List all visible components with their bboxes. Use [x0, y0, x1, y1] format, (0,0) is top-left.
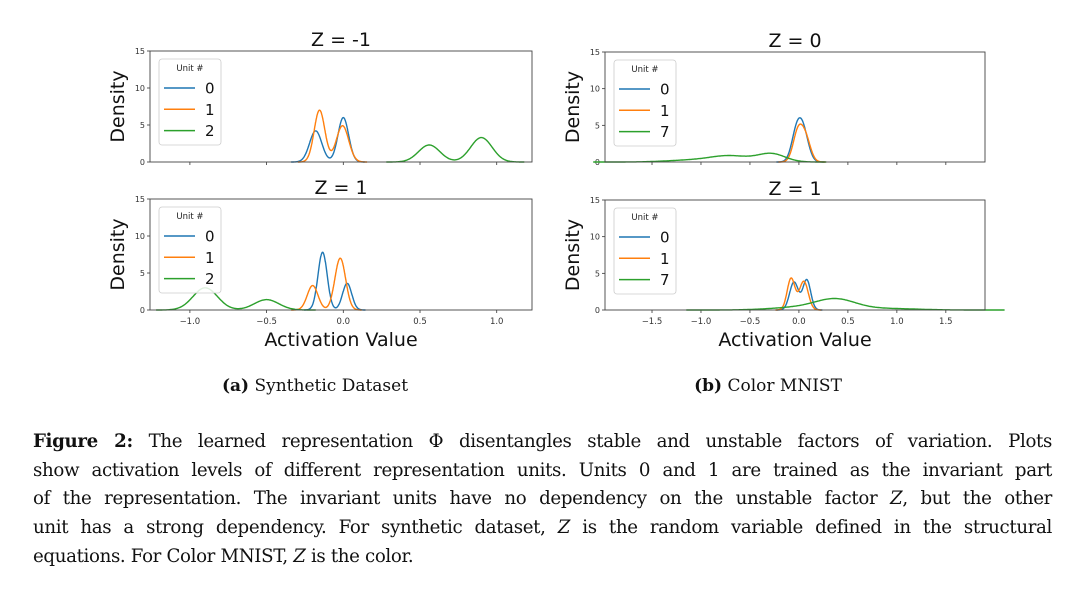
subcaption-b: (b) Color MNIST [694, 376, 842, 396]
density-curve-unit-0 [304, 251, 366, 311]
subcaption-a: (a) Synthetic Dataset [222, 376, 408, 396]
legend-label: 7 [660, 123, 670, 141]
density-curve-unit-1 [778, 123, 826, 163]
y-tick-label: 5 [140, 269, 145, 278]
figure-caption: Figure 2: The learned representation Φ d… [33, 428, 1052, 572]
x-tick-label: 1.5 [939, 317, 953, 327]
caption-math-z: Z [890, 488, 903, 510]
y-tick-label: 15 [590, 48, 600, 57]
subcaption-b-label: (b) [694, 376, 723, 396]
legend-title: Unit # [631, 65, 658, 75]
caption-text: is the random variable defined in the st… [570, 517, 1052, 539]
density-curve-unit-1 [775, 277, 822, 311]
y-tick-label: 15 [135, 195, 145, 204]
y-tick-label: 5 [140, 121, 145, 130]
panel-title: Z = 1 [314, 177, 367, 199]
y-tick-label: 5 [595, 121, 600, 130]
caption-line: show activation levels of different repr… [33, 457, 1052, 486]
density-curve-unit-7 [686, 297, 1005, 311]
legend-label: 2 [205, 122, 215, 140]
legend-label: 7 [660, 271, 670, 289]
y-axis-label: Density [562, 219, 584, 291]
x-tick-label: −0.5 [256, 317, 277, 327]
x-axis-label: Activation Value [264, 329, 417, 351]
caption-text: , but the other [902, 488, 1052, 510]
caption-text: unit has a strong dependency. For synthe… [33, 517, 558, 539]
y-tick-label: 0 [595, 306, 600, 315]
legend-label: 1 [205, 249, 215, 267]
axes-frame [149, 50, 533, 163]
caption-line: unit has a strong dependency. For synthe… [33, 514, 1052, 543]
legend-label: 0 [660, 81, 670, 99]
legend-box [158, 58, 222, 146]
x-tick-label: 0.5 [841, 317, 855, 327]
caption-line: Figure 2: The learned representation Φ d… [33, 428, 1052, 457]
x-tick-label: −1.0 [180, 317, 201, 327]
density-curve-unit-7 [593, 152, 827, 163]
x-axis-label: Activation Value [718, 329, 871, 351]
caption-line: equations. For Color MNIST, Z is the col… [33, 543, 1052, 572]
y-tick-label: 10 [135, 232, 145, 241]
density-curve-unit-2 [386, 136, 525, 163]
panel-title: Z = -1 [311, 29, 371, 51]
caption-math-z: Z [293, 545, 306, 567]
y-tick-label: 5 [595, 269, 600, 278]
y-tick-label: 10 [590, 85, 600, 94]
subcaption-a-label: (a) [221, 376, 250, 396]
legend-label: 2 [205, 270, 215, 288]
y-axis-label: Density [562, 71, 584, 143]
legend-title: Unit # [631, 213, 658, 223]
caption-label: Figure 2: [33, 431, 133, 452]
panel-title: Z = 0 [768, 30, 821, 52]
density-curve-unit-1 [291, 257, 362, 311]
x-tick-label: −1.5 [642, 317, 663, 327]
x-tick-label: −0.5 [740, 317, 761, 327]
legend-label: 1 [660, 250, 670, 268]
y-tick-label: 15 [135, 47, 145, 56]
caption-text: show activation levels of different repr… [33, 459, 1052, 481]
legend-label: 0 [205, 228, 215, 246]
x-tick-label: 0.5 [413, 317, 427, 327]
x-tick-label: 1.0 [490, 317, 504, 327]
legend-title: Unit # [176, 64, 203, 74]
axes-frame [604, 199, 986, 311]
legend-label: 1 [660, 102, 670, 120]
y-tick-label: 15 [590, 196, 600, 205]
legend-title: Unit # [176, 212, 203, 222]
caption-text: The learned representation Φ disentangle… [148, 431, 1053, 452]
y-axis-label: Density [107, 70, 129, 142]
caption-math-z: Z [557, 517, 571, 539]
caption-line: of the representation. The invariant uni… [33, 485, 1052, 514]
subcaption-b-text: Color MNIST [727, 376, 842, 396]
y-axis-label: Density [107, 218, 129, 290]
y-tick-label: 0 [140, 158, 145, 167]
axes-frame [149, 198, 533, 311]
caption-text: equations. For Color MNIST, [33, 545, 294, 567]
axes-frame [604, 51, 986, 163]
x-tick-label: 0.0 [337, 317, 351, 327]
legend-box [613, 207, 677, 295]
legend-label: 1 [205, 101, 215, 119]
panel-title: Z = 1 [768, 178, 821, 200]
legend-box [158, 206, 222, 294]
legend-box [613, 59, 677, 147]
density-curve-unit-2 [156, 287, 316, 311]
x-tick-label: 1.0 [890, 317, 904, 327]
legend-label: 0 [660, 229, 670, 247]
x-tick-label: −1.0 [691, 317, 712, 327]
caption-text: is the color. [305, 545, 414, 567]
y-tick-label: 0 [140, 306, 145, 315]
x-tick-label: 0.0 [792, 317, 806, 327]
y-tick-label: 10 [590, 233, 600, 242]
density-curve-unit-1 [298, 109, 368, 163]
caption-text: of the representation. The invariant uni… [33, 488, 891, 510]
y-tick-label: 10 [135, 84, 145, 93]
subcaption-a-text: Synthetic Dataset [254, 376, 409, 396]
legend-label: 0 [205, 80, 215, 98]
